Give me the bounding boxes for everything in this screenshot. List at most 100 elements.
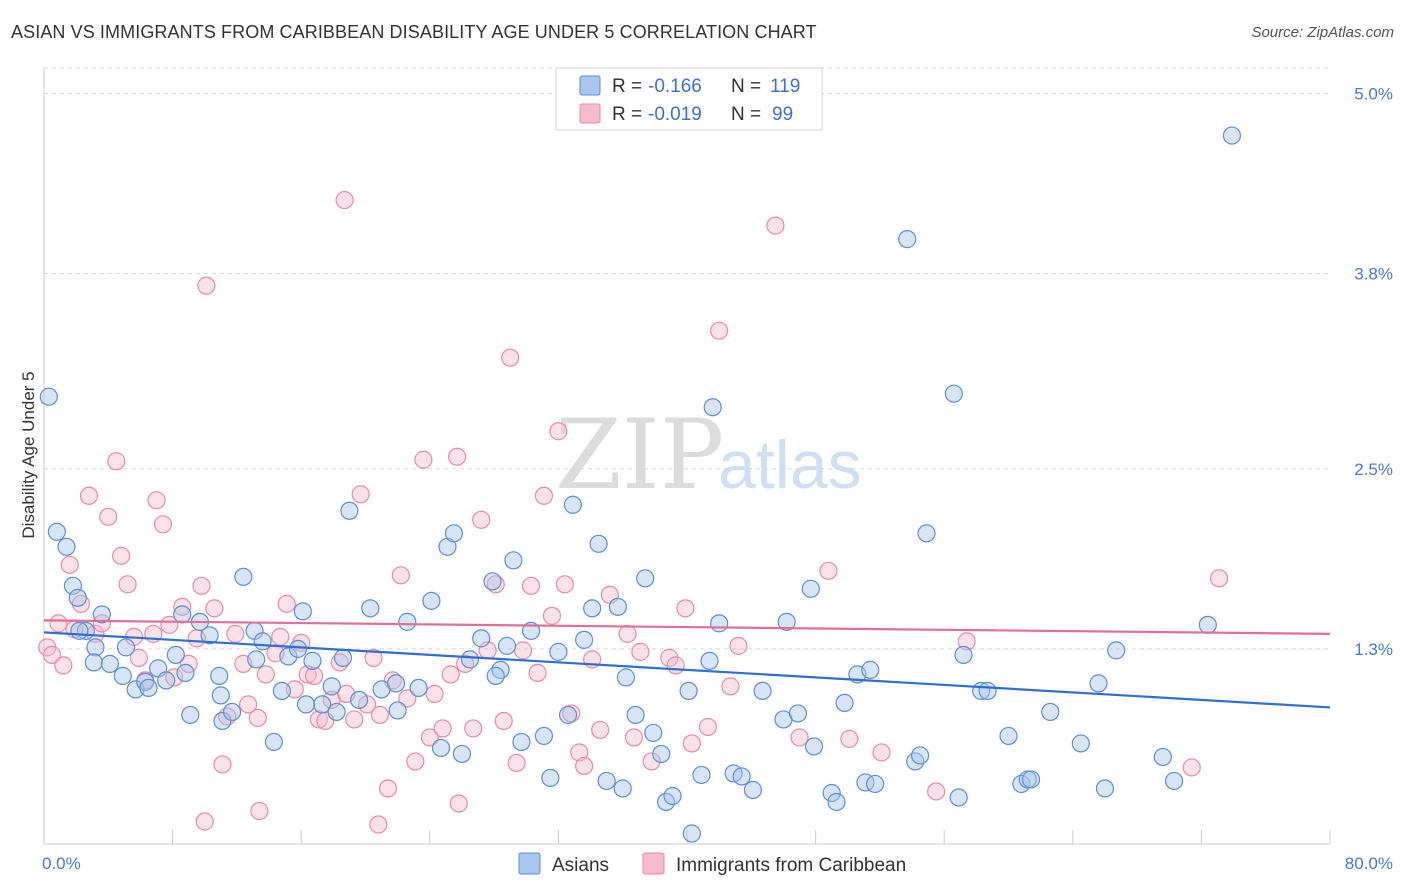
- series-asians-points: [39, 126, 1242, 843]
- asian-point: [272, 681, 292, 701]
- legend-r-label-caribbean: R =: [612, 104, 642, 125]
- trend-line-asians: [43, 631, 1331, 709]
- asian-point: [856, 773, 875, 792]
- asian-point: [835, 693, 854, 713]
- caribbean-point: [549, 422, 568, 441]
- asian-point: [700, 651, 719, 670]
- caribbean-point: [79, 486, 99, 505]
- caribbean-point: [631, 642, 650, 661]
- caribbean-point: [391, 566, 410, 585]
- caribbean-point: [195, 812, 214, 831]
- caribbean-point: [840, 729, 859, 749]
- asian-point: [732, 767, 751, 786]
- asian-point: [1222, 126, 1242, 145]
- asian-point: [486, 666, 505, 685]
- asian-point: [1198, 615, 1217, 634]
- caribbean-point: [710, 321, 729, 340]
- asian-point: [954, 645, 973, 664]
- asian-point: [1041, 702, 1060, 722]
- asian-point: [692, 765, 711, 785]
- caribbean-point: [271, 627, 290, 646]
- caribbean-point: [205, 599, 224, 618]
- caribbean-point: [729, 636, 748, 655]
- asian-point: [116, 638, 136, 657]
- caribbean-point: [226, 624, 245, 643]
- asian-point: [1164, 771, 1184, 791]
- legend-r-value-asians: -0.166: [648, 76, 702, 97]
- caribbean-point: [54, 656, 73, 675]
- asian-point: [39, 387, 58, 406]
- caribbean-point: [872, 743, 891, 762]
- caribbean-point: [448, 447, 467, 466]
- legend-n-value-caribbean: 99: [772, 104, 793, 125]
- asian-point: [822, 783, 841, 803]
- caribbean-point: [528, 663, 547, 682]
- caribbean-point: [370, 705, 390, 725]
- caribbean-point: [378, 779, 398, 798]
- asian-point: [801, 579, 820, 598]
- caribbean-point: [107, 452, 126, 471]
- caribbean-point: [575, 756, 594, 776]
- caribbean-point: [250, 801, 269, 821]
- caribbean-point: [513, 641, 533, 660]
- caribbean-point: [335, 190, 354, 210]
- caribbean-point: [398, 689, 417, 708]
- caribbean-point: [173, 597, 192, 616]
- asian-point: [211, 686, 230, 705]
- asian-point: [710, 614, 729, 633]
- caribbean-point: [197, 276, 216, 295]
- caribbean-point: [494, 711, 513, 731]
- asian-point: [549, 642, 568, 661]
- caribbean-point: [153, 515, 173, 534]
- trend-lines: [43, 619, 1331, 709]
- watermark: ZIP atlas: [555, 399, 862, 511]
- asian-point: [575, 630, 594, 649]
- asian-point: [753, 681, 772, 701]
- caribbean-point: [1182, 758, 1201, 777]
- caribbean-point: [682, 734, 701, 753]
- caribbean-point: [425, 684, 444, 704]
- asian-point: [312, 695, 332, 714]
- caribbean-point: [42, 645, 62, 664]
- asian-point: [181, 705, 200, 725]
- caribbean-point: [369, 815, 388, 834]
- caribbean-point: [304, 666, 324, 685]
- y-tick-label: 5.0%: [1354, 85, 1393, 104]
- caribbean-point: [957, 632, 976, 651]
- caribbean-point: [147, 491, 166, 510]
- asian-point: [472, 629, 491, 648]
- asian-point: [949, 788, 968, 807]
- caribbean-point: [129, 648, 148, 667]
- asian-point: [157, 671, 176, 690]
- caribbean-point: [309, 710, 328, 729]
- asian-point: [234, 567, 253, 586]
- asian-point: [1021, 770, 1041, 789]
- caribbean-point: [642, 752, 661, 771]
- watermark-atlas: atlas: [718, 427, 862, 503]
- asian-point: [173, 605, 192, 624]
- asian-point: [626, 705, 645, 725]
- asian-point: [139, 678, 158, 697]
- caribbean-point: [213, 755, 232, 774]
- y-tick-label: 1.3%: [1354, 640, 1393, 659]
- asian-point: [652, 744, 671, 764]
- series-caribbean-points: [38, 190, 1229, 834]
- caribbean-point: [345, 710, 364, 729]
- asian-point: [70, 621, 89, 640]
- source-credit: Source: ZipAtlas.com: [1251, 24, 1394, 41]
- grid-lines: [44, 67, 1330, 650]
- asian-point: [86, 638, 105, 657]
- caribbean-point: [555, 575, 574, 594]
- asian-point: [47, 522, 66, 541]
- caribbean-point: [277, 594, 296, 613]
- caribbean-point: [248, 708, 267, 728]
- asian-point: [327, 702, 346, 722]
- asian-point: [679, 681, 698, 701]
- asian-point: [200, 626, 219, 645]
- caribbean-point: [298, 665, 317, 684]
- asian-point: [388, 701, 407, 720]
- y-tick-label: 3.8%: [1354, 265, 1393, 284]
- caribbean-point: [591, 720, 610, 740]
- asian-point: [288, 639, 308, 658]
